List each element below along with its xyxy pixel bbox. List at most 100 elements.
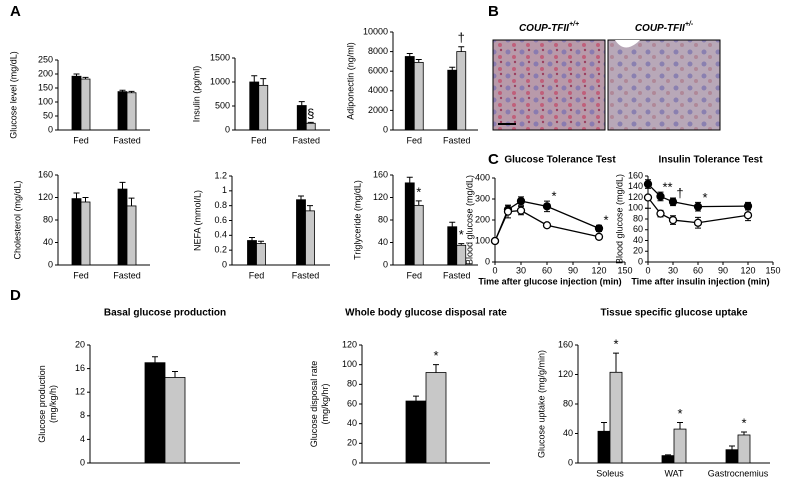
panel-label: D (10, 287, 21, 304)
y-tick-label: 4000 (368, 85, 388, 95)
chart-title: Glucose Tolerance Test (504, 155, 616, 166)
y-tick-label: 160 (38, 169, 53, 179)
marker (542, 202, 552, 211)
marker (594, 232, 604, 241)
y-tick-label: 160 (628, 170, 643, 180)
x-tick-label: Fed (73, 135, 89, 145)
x-tick-label: Fed (406, 135, 422, 145)
error-bar (258, 240, 264, 244)
bar (413, 61, 424, 131)
error-bar (415, 58, 422, 63)
y-tick-label: 1500 (210, 52, 230, 62)
panel-label: B (488, 3, 499, 20)
marker (743, 211, 753, 220)
bar (126, 205, 137, 266)
genotype-label: COUP-TFII+/+ (519, 21, 579, 34)
x-tick-label: 150 (617, 265, 632, 275)
chart-title: Whole body glucose disposal rate (345, 308, 507, 319)
bar (404, 56, 415, 131)
x-tick-label: 150 (765, 265, 780, 275)
error-bar (260, 78, 267, 86)
y-tick-label: 150 (38, 82, 53, 92)
genotype-sup: +/- (685, 21, 694, 28)
bar (117, 91, 128, 131)
x-tick-label: Fed (406, 270, 422, 280)
y-tick-label: 0 (568, 457, 573, 467)
bar (305, 122, 316, 131)
chart-title: Tissue specific glucose uptake (600, 308, 748, 319)
annotation: * (551, 189, 556, 204)
y-axis-label: Triglyceride (mg/dL) (352, 180, 362, 260)
y-tick-label: 120 (628, 192, 643, 202)
annotation: † (458, 30, 465, 45)
error-bar (307, 121, 314, 124)
bar (258, 84, 269, 131)
marker (490, 236, 500, 246)
bar (447, 226, 458, 266)
y-tick-label: 0.2 (214, 245, 227, 255)
y-tick-label: 80 (563, 398, 573, 408)
error-bar (613, 352, 619, 373)
bar (80, 78, 91, 131)
error-bar (677, 421, 683, 430)
y-tick-label: 120 (558, 369, 573, 379)
bar (661, 455, 675, 464)
panel-label: A (10, 3, 21, 20)
bar (296, 199, 306, 266)
y-axis-label: Blood glucose (mg/dL) (464, 175, 474, 265)
y-tick-label: 8000 (368, 46, 388, 56)
error-bar (172, 371, 178, 378)
y-axis-label: Adiponectin (ng/ml) (345, 42, 355, 120)
y-tick-label: 50 (43, 110, 53, 120)
bar (71, 198, 82, 266)
histology-image (492, 39, 606, 131)
x-tick-label: 120 (591, 265, 606, 275)
bar (80, 201, 91, 266)
y-tick-label: 250 (38, 54, 53, 64)
x-tick-label: 60 (693, 265, 703, 275)
error-bar (449, 221, 456, 227)
y-tick-label: 0 (80, 457, 85, 467)
y-tick-label: 8 (80, 410, 85, 420)
y-tick-label: 0 (638, 256, 643, 266)
error-bar (119, 89, 126, 92)
annotation: § (307, 106, 314, 121)
y-tick-label: 100 (342, 359, 357, 369)
x-axis-label: Time after glucose injection (min) (478, 276, 621, 286)
error-bar (249, 237, 255, 241)
annotation: * (603, 213, 608, 228)
error-bar (298, 195, 304, 200)
y-tick-label: 200 (475, 214, 490, 224)
y-tick-label: 1.2 (214, 170, 227, 180)
marker (668, 197, 678, 206)
error-bar (601, 421, 607, 432)
y-axis-label: Glucose production (37, 365, 47, 443)
x-tick-label: Fasted (292, 270, 320, 280)
y-tick-label: 40 (633, 235, 643, 245)
error-bar (665, 454, 671, 456)
error-bar (128, 197, 135, 206)
x-tick-label: 0 (645, 265, 650, 275)
genotype-label: COUP-TFII+/- (635, 21, 694, 34)
annotation: † (676, 185, 683, 200)
bar (405, 400, 427, 464)
y-tick-label: 160 (558, 339, 573, 349)
y-tick-label: 0.8 (214, 200, 227, 210)
y-tick-label: 100 (628, 203, 643, 213)
x-tick-label: Fasted (443, 135, 471, 145)
y-tick-label: 0 (383, 124, 388, 134)
error-bar (433, 364, 439, 373)
error-bar (82, 197, 89, 202)
x-tick-label: Fasted (113, 135, 141, 145)
bar (413, 204, 424, 266)
marker (594, 224, 604, 233)
x-tick-label: Soleus (596, 468, 624, 478)
bar (737, 434, 751, 464)
y-tick-label: 120 (373, 192, 388, 202)
bar (256, 243, 266, 266)
error-bar (458, 243, 465, 246)
vessel (615, 40, 640, 48)
x-axis-label: Time after insulin injection (min) (631, 276, 769, 286)
bar (164, 377, 186, 464)
